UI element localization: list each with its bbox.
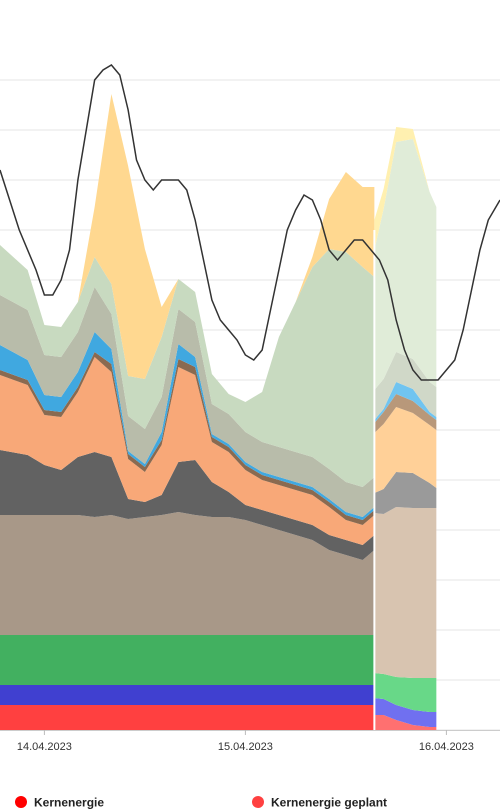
planned-series-5 — [374, 407, 437, 493]
actual-generation-areas — [0, 94, 375, 730]
legend-marker — [15, 796, 27, 808]
planned-series-9 — [374, 139, 437, 390]
x-tick-label: 15.04.2023 — [218, 741, 273, 753]
legend-item[interactable]: Kernenergie — [15, 796, 104, 810]
legend[interactable]: Kernenergie Kernenergie geplant — [15, 796, 387, 810]
x-axis-ticks: 14.04.2023 15.04.2023 16.04.2023 — [17, 730, 474, 753]
area-series-6 — [0, 352, 375, 525]
planned-series-1 — [374, 698, 437, 727]
planned-series-2 — [374, 673, 437, 712]
area-series-3 — [0, 512, 375, 635]
planned-series-10 — [374, 127, 437, 250]
area-series-0 — [0, 705, 375, 730]
area-series-1 — [0, 685, 375, 705]
demand-line-layer — [0, 64, 500, 381]
planned-series-0 — [374, 715, 437, 730]
area-series-5 — [0, 357, 375, 545]
planned-series-6 — [374, 394, 437, 433]
legend-marker — [252, 796, 264, 808]
area-series-2 — [0, 635, 375, 685]
planned-series-3 — [374, 507, 437, 678]
legend-label: Kernenergie — [34, 796, 104, 810]
x-tick-label: 14.04.2023 — [17, 741, 72, 753]
planned-series-4 — [374, 472, 437, 514]
area-series-4 — [0, 450, 375, 560]
planned-series-7 — [374, 382, 437, 423]
planned-generation-areas — [374, 127, 437, 730]
x-tick-label: 16.04.2023 — [419, 741, 474, 753]
area-series-8 — [0, 287, 375, 517]
planned-series-8 — [374, 352, 437, 420]
area-series-9 — [0, 245, 375, 487]
legend-item[interactable]: Kernenergie geplant — [252, 796, 387, 810]
demand-line — [0, 64, 500, 381]
legend-label: Kernenergie geplant — [271, 796, 387, 810]
